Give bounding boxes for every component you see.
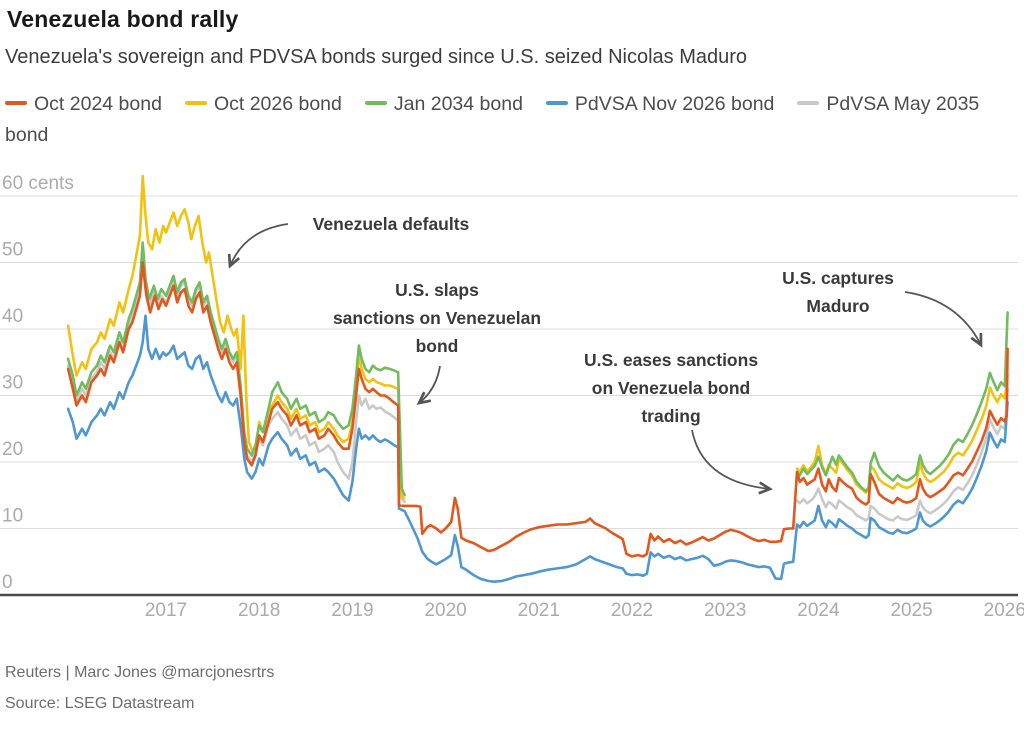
y-tick-label: 20 <box>2 439 23 460</box>
chart-footer: Reuters | Marc Jones @marcjonesrtrs Sour… <box>5 664 1024 713</box>
legend-label: PdVSA Nov 2026 bond <box>574 93 775 115</box>
legend-item: Oct 2024 bond <box>5 93 162 115</box>
y-tick-label: 60 cents <box>2 173 74 194</box>
legend-swatch <box>797 101 820 106</box>
annotation-us-slaps-sanctions: U.S. slaps sanctions on Venezuelan bond <box>333 276 541 360</box>
legend-item: Oct 2026 bond <box>184 93 342 115</box>
legend-label: Oct 2026 bond <box>213 93 342 115</box>
series-line-jan-2034-bond <box>66 241 406 497</box>
legend-item: Jan 2034 bond <box>364 93 523 115</box>
x-tick-label: 2023 <box>704 600 746 621</box>
annotation-line: U.S. slaps <box>395 280 479 300</box>
legend-label: PdVSA May 2035 bond <box>5 93 980 146</box>
source-note: Source: LSEG Datastream <box>5 695 195 712</box>
series-line-jan-2034-bond <box>795 311 1009 493</box>
x-tick-label: 2026 <box>984 600 1024 621</box>
legend-label: Jan 2034 bond <box>393 93 523 115</box>
annotation-line: U.S. eases sanctions <box>583 350 759 370</box>
y-tick-label: 30 <box>2 373 23 394</box>
legend-swatch <box>364 101 387 106</box>
x-tick-label: 2019 <box>331 600 373 621</box>
chart-subtitle: Venezuela's sovereign and PDVSA bonds su… <box>5 46 748 68</box>
series-line-pdvsa-nov-2026-bond <box>66 314 1009 583</box>
series-line-pdvsa-may-2035-bond <box>66 257 406 504</box>
annotation-line: trading <box>641 406 701 426</box>
legend-swatch <box>5 101 27 106</box>
y-tick-label: 40 <box>2 306 23 327</box>
annotation-arrow-venezuela-defaults <box>227 223 289 269</box>
legend-swatch <box>545 101 568 106</box>
annotation-arrow-us-eases-sanctions <box>691 429 774 495</box>
x-tick-label: 2024 <box>797 600 840 621</box>
legend-label: Oct 2024 bond <box>34 93 162 115</box>
annotation-line: U.S. captures <box>782 268 894 288</box>
annotation-arrow-us-captures-maduro <box>904 291 983 348</box>
annotation-venezuela-defaults: Venezuela defaults <box>313 210 470 238</box>
chart-legend: Oct 2024 bond Oct 2026 bond Jan 2034 bond P… <box>5 89 980 151</box>
legend-item: PdVSA May 2035 bond <box>5 93 979 146</box>
annotation-us-captures-maduro: U.S. captures Maduro <box>782 264 894 320</box>
x-tick-label: 2022 <box>611 600 653 621</box>
legend-item: PdVSA Nov 2026 bond <box>545 93 775 115</box>
x-tick-label: 2017 <box>145 600 187 621</box>
legend-swatch <box>184 101 207 106</box>
annotation-line: Maduro <box>806 296 870 316</box>
annotation-us-eases-sanctions: U.S. eases sanctions on Venezuela bond tra… <box>584 346 758 430</box>
y-tick-label: 0 <box>2 572 13 593</box>
annotation-line: sanctions on Venezuelan <box>332 308 542 328</box>
series-line-oct-2024-bond <box>66 261 1009 558</box>
x-tick-label: 2018 <box>238 600 280 621</box>
series-line-oct-2026-bond <box>795 374 1009 494</box>
x-tick-label: 2021 <box>518 600 560 621</box>
bond-price-chart: 0 10 20 30 40 50 60 cents 2017 2018 2019 2020 2021 2… <box>0 173 1024 621</box>
y-tick-label: 10 <box>2 506 23 527</box>
annotation-line: on Venezuela bond <box>591 378 751 398</box>
annotation-arrow-us-slaps-sanctions <box>416 365 441 405</box>
x-tick-label: 2025 <box>890 600 932 621</box>
series-line-pdvsa-may-2035-bond <box>795 387 1009 522</box>
y-tick-label: 50 <box>2 240 23 261</box>
chart-area: 0 10 20 30 40 50 60 cents 2017 2018 2019 2020 2021 2… <box>0 164 1024 636</box>
annotation-line: Venezuela defaults <box>312 214 470 234</box>
page-title: Venezuela bond rally <box>7 6 239 32</box>
annotation-line: bond <box>415 336 459 356</box>
x-tick-label: 2020 <box>424 600 466 621</box>
byline: Reuters | Marc Jones @marcjonesrtrs <box>5 664 275 681</box>
